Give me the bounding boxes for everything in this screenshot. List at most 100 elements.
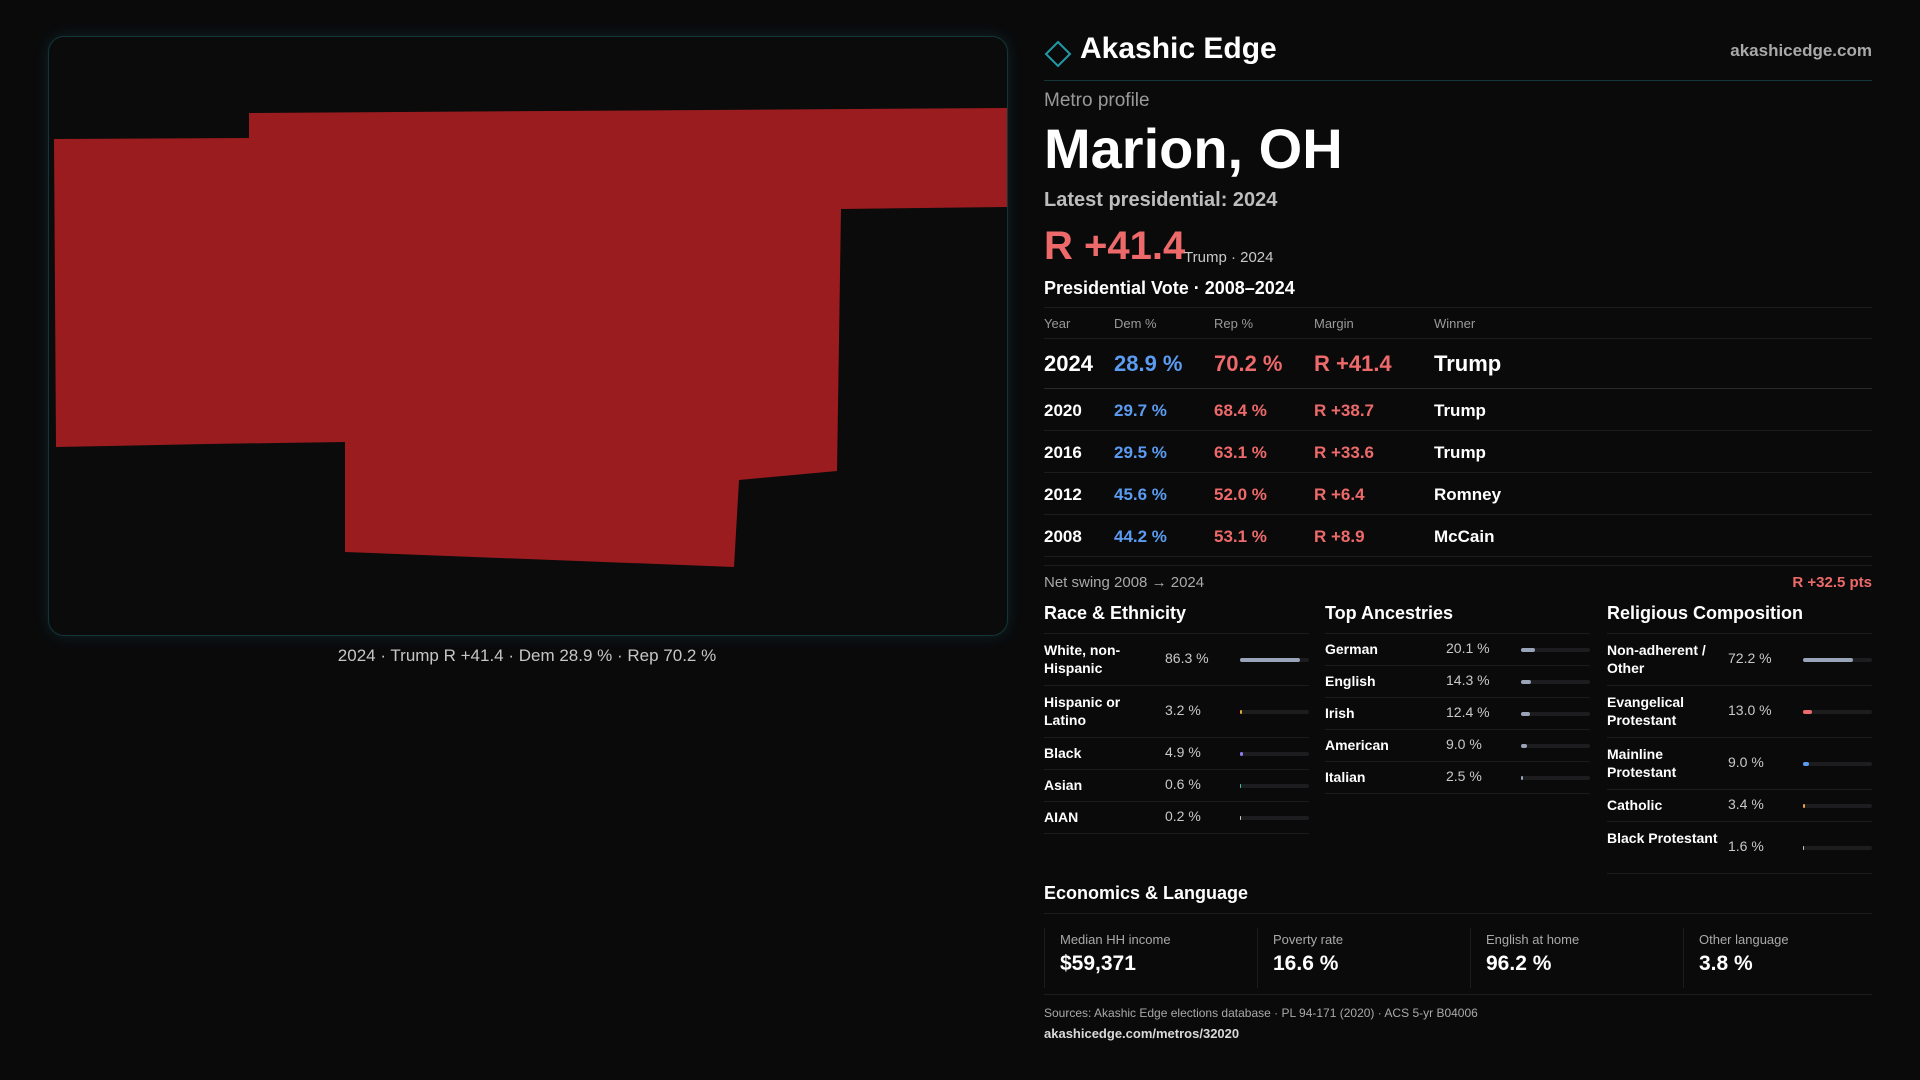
cell-dem: 44.2 % (1114, 527, 1167, 546)
table-row: 2024 28.9 % 70.2 % R +41.4 Trump (1044, 339, 1872, 389)
religion-bar-fill (1803, 762, 1810, 766)
list-item: German 20.1 % (1325, 634, 1590, 666)
vote-table: Year Dem % Rep % Margin Winner 2024 28.9… (1044, 307, 1872, 557)
cell-year: 2020 (1044, 401, 1082, 420)
econ-other-language: Other language 3.8 % (1683, 928, 1890, 988)
race-bar-fill (1240, 658, 1300, 662)
cell-year: 2008 (1044, 527, 1082, 546)
cell-winner: Trump (1434, 443, 1486, 462)
religion-section: Religious Composition Non-adherent / Oth… (1607, 603, 1872, 874)
cell-winner: McCain (1434, 527, 1495, 546)
cell-year: 2024 (1044, 351, 1093, 376)
race-ethnicity-title: Race & Ethnicity (1044, 603, 1309, 634)
race-bar-fill (1240, 816, 1241, 820)
map-panel[interactable] (48, 36, 1008, 636)
cell-margin: R +38.7 (1314, 401, 1375, 420)
race-bar-fill (1240, 752, 1244, 756)
ancestry-bar-fill (1521, 680, 1531, 684)
religion-value: 3.4 % (1728, 796, 1764, 812)
ancestry-bar-fill (1521, 776, 1523, 780)
header-year: Year (1044, 316, 1071, 331)
race-ethnicity-section: Race & Ethnicity White, non-Hispanic 86.… (1044, 603, 1309, 834)
headline-note: Trump · 2024 (1184, 249, 1274, 266)
race-bar-fill (1240, 710, 1243, 714)
ancestry-label: American (1325, 737, 1389, 753)
religion-bar-track (1803, 804, 1872, 808)
brand-header: Akashic Edge akashicedge.com (1044, 30, 1872, 81)
cell-margin: R +6.4 (1314, 485, 1365, 504)
race-value: 0.6 % (1165, 776, 1201, 792)
list-item: Asian 0.6 % (1044, 770, 1309, 802)
econ-median-income: Median HH income $59,371 (1044, 928, 1251, 988)
list-item: Black Protestant 1.6 % (1607, 822, 1872, 874)
cell-dem: 45.6 % (1114, 485, 1167, 504)
race-value: 0.2 % (1165, 808, 1201, 824)
religion-bar-fill (1803, 658, 1853, 662)
econ-value: 3.8 % (1699, 952, 1753, 975)
religion-bar-track (1803, 762, 1872, 766)
brand-url-link[interactable]: akashicedge.com (1730, 41, 1872, 60)
list-item: American 9.0 % (1325, 730, 1590, 762)
marion-county-shape[interactable] (54, 108, 1007, 567)
county-map[interactable] (49, 37, 1007, 635)
page-title: Marion, OH (1044, 117, 1343, 180)
ancestry-bar-track (1521, 744, 1590, 748)
econ-label: English at home (1486, 932, 1580, 947)
cell-rep: 68.4 % (1214, 401, 1267, 420)
list-item: Italian 2.5 % (1325, 762, 1590, 794)
list-item: Non-adherent / Other 72.2 % (1607, 634, 1872, 686)
ancestry-label: Italian (1325, 769, 1366, 785)
ancestry-bar-fill (1521, 744, 1528, 748)
religion-bar-track (1803, 846, 1872, 850)
cell-winner: Trump (1434, 401, 1486, 420)
cell-year: 2016 (1044, 443, 1082, 462)
econ-value: $59,371 (1060, 952, 1136, 975)
list-item: Irish 12.4 % (1325, 698, 1590, 730)
cell-margin: R +33.6 (1314, 443, 1375, 462)
cell-rep: 63.1 % (1214, 443, 1267, 462)
list-item: Mainline Protestant 9.0 % (1607, 738, 1872, 790)
net-swing-row: Net swing 2008 → 2024 R +32.5 pts (1044, 565, 1872, 594)
religion-value: 13.0 % (1728, 702, 1772, 718)
list-item: White, non-Hispanic 86.3 % (1044, 634, 1309, 686)
economics-grid: Median HH income $59,371 Poverty rate 16… (1044, 928, 1872, 995)
ancestry-value: 20.1 % (1446, 640, 1490, 656)
cell-rep: 52.0 % (1214, 485, 1267, 504)
econ-label: Median HH income (1060, 932, 1171, 947)
page-url-link[interactable]: akashicedge.com/metros/32020 (1044, 1026, 1240, 1041)
list-item: Black 4.9 % (1044, 738, 1309, 770)
econ-label: Poverty rate (1273, 932, 1344, 947)
brand-name: Akashic Edge (1080, 32, 1277, 65)
ancestry-bar-track (1521, 776, 1590, 780)
ancestry-bar-track (1521, 680, 1590, 684)
race-value: 3.2 % (1165, 702, 1201, 718)
ancestry-bar-track (1521, 712, 1590, 716)
race-label: Black (1044, 745, 1082, 761)
race-bar-track (1240, 752, 1309, 756)
econ-value: 16.6 % (1273, 952, 1339, 975)
religion-bar-track (1803, 658, 1872, 662)
religion-title: Religious Composition (1607, 603, 1872, 634)
ancestry-bar-fill (1521, 648, 1535, 652)
latest-presidential-label: Latest presidential: 2024 (1044, 189, 1278, 211)
cell-dem: 29.7 % (1114, 401, 1167, 420)
list-item: Evangelical Protestant 13.0 % (1607, 686, 1872, 738)
map-caption: 2024 · Trump R +41.4 · Dem 28.9 % · Rep … (337, 646, 717, 665)
cell-dem: 28.9 % (1114, 351, 1183, 376)
vote-table-title: Presidential Vote · 2008–2024 (1044, 278, 1295, 298)
list-item: AIAN 0.2 % (1044, 802, 1309, 834)
econ-english-at-home: English at home 96.2 % (1470, 928, 1677, 988)
cell-dem: 29.5 % (1114, 443, 1167, 462)
religion-label: Non-adherent / Other (1607, 642, 1706, 676)
cell-winner: Trump (1434, 351, 1502, 376)
vote-table-header: Year Dem % Rep % Margin Winner (1044, 308, 1872, 339)
ancestry-label: English (1325, 673, 1376, 689)
economics-title: Economics & Language (1044, 883, 1872, 914)
race-label: Hispanic or Latino (1044, 694, 1121, 728)
header-rep: Rep % (1214, 316, 1254, 331)
religion-label: Catholic (1607, 797, 1663, 813)
religion-label: Mainline Protestant (1607, 746, 1677, 780)
headline-margin: R +41.4 (1044, 224, 1186, 268)
header-margin: Margin (1314, 316, 1354, 331)
race-bar-track (1240, 710, 1309, 714)
